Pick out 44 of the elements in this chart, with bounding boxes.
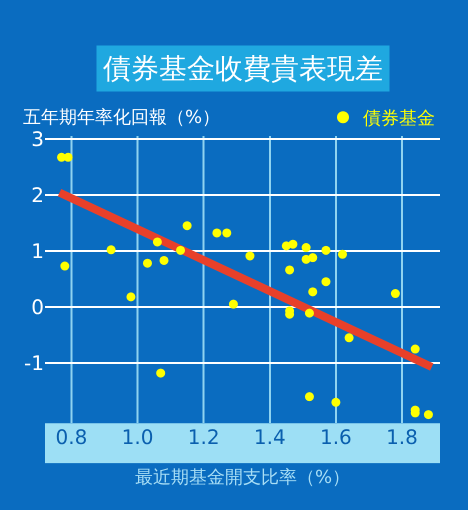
x-tick-label: 1.0 <box>122 425 154 449</box>
point <box>126 292 136 302</box>
point <box>331 398 340 407</box>
point <box>390 289 400 298</box>
chart-title: 債券基金收費貴表現差 <box>103 52 383 85</box>
point <box>304 392 314 402</box>
x-tick-label: 1.6 <box>320 425 352 449</box>
point <box>156 368 166 378</box>
point <box>424 410 433 420</box>
y-axis-title: 五年期年率化回報（%） <box>23 107 220 128</box>
point <box>321 246 330 255</box>
point <box>321 277 330 286</box>
y-tick-label: 0 <box>31 294 44 319</box>
x-axis-title: 最近期基金開支比率（%） <box>134 467 350 488</box>
x-tick-label: 1.8 <box>386 425 418 449</box>
point <box>308 253 318 262</box>
x-tick-label: 1.4 <box>254 425 286 449</box>
point <box>245 251 254 260</box>
point <box>142 258 152 268</box>
point <box>160 256 168 265</box>
point <box>304 308 314 318</box>
point <box>212 228 222 238</box>
point <box>60 262 70 271</box>
point <box>182 221 192 230</box>
point <box>344 333 354 342</box>
point <box>285 265 294 274</box>
y-tick-label: 1 <box>31 238 44 263</box>
y-tick-label: -1 <box>24 351 44 376</box>
point <box>176 246 186 255</box>
point <box>308 287 318 296</box>
point <box>152 237 162 246</box>
point <box>302 243 311 252</box>
point <box>222 228 232 238</box>
x-tick-label: 1.2 <box>188 425 220 449</box>
point <box>64 152 73 162</box>
legend-label: 債券基金 <box>363 108 435 130</box>
point <box>228 300 238 309</box>
point <box>288 240 298 249</box>
point <box>410 344 420 354</box>
x-tick-label: 0.8 <box>56 425 88 449</box>
y-tick-label: 3 <box>31 126 44 151</box>
y-tick-label: 2 <box>31 182 44 207</box>
point <box>338 250 347 259</box>
point <box>106 245 116 254</box>
